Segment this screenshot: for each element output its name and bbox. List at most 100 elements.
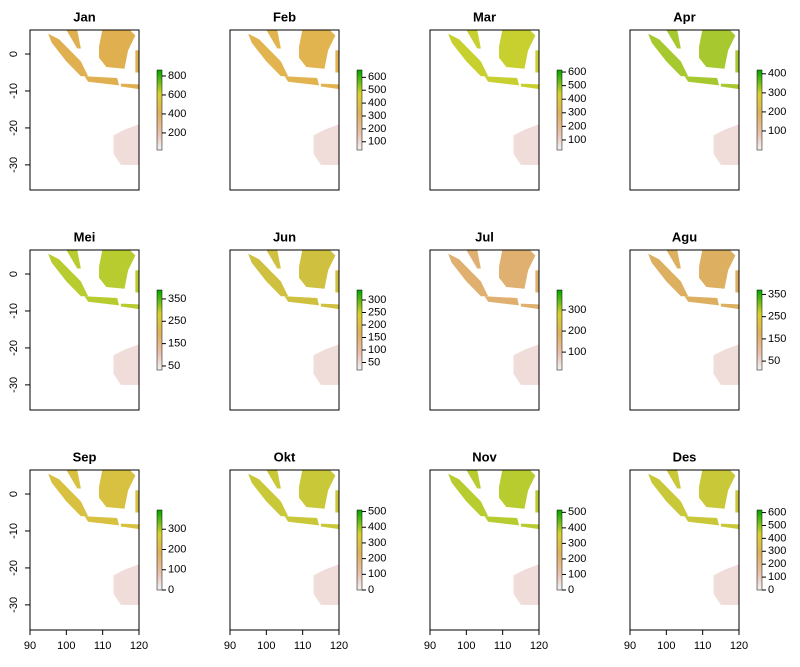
land — [735, 490, 739, 513]
map — [48, 30, 139, 165]
panel-title: Nov — [472, 449, 497, 464]
colorbar-tick-label: 200 — [568, 325, 586, 337]
land — [99, 470, 136, 509]
panel: Jan 0 -10 -20 -30 200 400 600 800 — [8, 9, 186, 191]
land — [66, 250, 81, 269]
y-tick-label: -20 — [8, 340, 20, 356]
colorbar-tick-label: 200 — [368, 553, 386, 565]
colorbar-tick-label: 200 — [368, 123, 386, 135]
colorbar-tick-label: 400 — [168, 108, 186, 120]
plot-frame — [29, 249, 140, 411]
x-tick-label: 110 — [294, 640, 312, 652]
land — [448, 473, 489, 517]
land — [113, 124, 139, 165]
panel-title: Apr — [673, 9, 695, 24]
x-tick-label: 90 — [424, 640, 436, 652]
land — [299, 250, 336, 289]
land — [135, 490, 139, 513]
x-tick-label: 110 — [694, 640, 712, 652]
land — [684, 296, 720, 306]
colorbar — [756, 289, 763, 371]
colorbar-tick-label: 250 — [768, 311, 786, 323]
y-tick-label: -10 — [8, 523, 20, 539]
map — [448, 30, 539, 165]
colorbar-tick-label: 400 — [368, 521, 386, 533]
plot-frame — [629, 249, 740, 411]
land — [484, 296, 520, 306]
map — [648, 30, 739, 165]
colorbar — [156, 69, 163, 151]
colorbar-tick-label: 150 — [168, 338, 186, 350]
colorbar-tick-label: 100 — [568, 134, 586, 146]
land — [320, 303, 339, 310]
colorbar — [356, 509, 363, 591]
panel-title: Mar — [473, 9, 496, 24]
land — [299, 30, 336, 69]
land — [535, 270, 539, 293]
land — [284, 76, 320, 86]
colorbar-tick-label: 0 — [768, 584, 774, 596]
land — [113, 564, 139, 605]
map — [648, 470, 739, 605]
colorbar-tick-label: 100 — [368, 344, 386, 356]
land — [248, 253, 289, 297]
land — [713, 344, 739, 385]
panel-title: Jan — [73, 9, 95, 24]
land — [120, 83, 139, 90]
colorbar-tick-label: 50 — [368, 356, 380, 368]
panel-title: Des — [673, 449, 697, 464]
colorbar-tick-label: 100 — [568, 568, 586, 580]
colorbar-tick-label: 200 — [568, 553, 586, 565]
colorbar-tick-label: 100 — [168, 564, 186, 576]
x-tick-label: 120 — [330, 640, 348, 652]
x-tick-label: 100 — [457, 640, 475, 652]
land — [535, 50, 539, 73]
panel-title: Agu — [672, 229, 697, 244]
plot-frame — [629, 29, 740, 191]
y-tick-label: -30 — [8, 597, 20, 613]
y-tick-label: -30 — [8, 377, 20, 393]
panel: Sep 0 -10 -20 -30 90 100 110 120 0 100 200 300 — [8, 449, 186, 651]
plot-frame — [29, 29, 140, 191]
x-tick-label: 90 — [24, 640, 36, 652]
map — [248, 250, 339, 385]
colorbar-tick-label: 500 — [368, 505, 386, 517]
land — [513, 564, 539, 605]
map — [248, 470, 339, 605]
colorbar — [556, 509, 563, 591]
land — [84, 76, 120, 86]
colorbar-tick-label: 200 — [368, 319, 386, 331]
land — [313, 564, 339, 605]
land — [335, 50, 339, 73]
land — [299, 470, 336, 509]
land — [520, 303, 539, 310]
land — [520, 523, 539, 530]
land — [313, 344, 339, 385]
colorbar-tick-label: 0 — [568, 584, 574, 596]
land — [448, 33, 489, 77]
map — [648, 250, 739, 385]
panel: Agu 50 150 250 350 — [629, 229, 786, 411]
land — [284, 516, 320, 526]
colorbar-tick-label: 400 — [768, 532, 786, 544]
panel: Okt 90 100 110 120 0 100 200 300 400 500 — [224, 449, 386, 651]
colorbar-tick-label: 0 — [168, 584, 174, 596]
land — [135, 50, 139, 73]
colorbar-tick-label: 600 — [368, 71, 386, 83]
land — [48, 33, 89, 77]
colorbar-tick-label: 400 — [568, 522, 586, 534]
colorbar-tick-label: 50 — [168, 360, 180, 372]
colorbar-tick-label: 250 — [368, 306, 386, 318]
colorbar-tick-label: 300 — [768, 545, 786, 557]
land — [335, 270, 339, 293]
land — [120, 523, 139, 530]
land — [735, 270, 739, 293]
panel: Nov 90 100 110 120 0 100 200 300 400 500 — [424, 449, 586, 651]
panel-title: Sep — [73, 449, 97, 464]
y-tick-label: 0 — [8, 271, 20, 277]
x-tick-label: 110 — [94, 640, 112, 652]
colorbar-tick-label: 100 — [368, 568, 386, 580]
land — [713, 564, 739, 605]
